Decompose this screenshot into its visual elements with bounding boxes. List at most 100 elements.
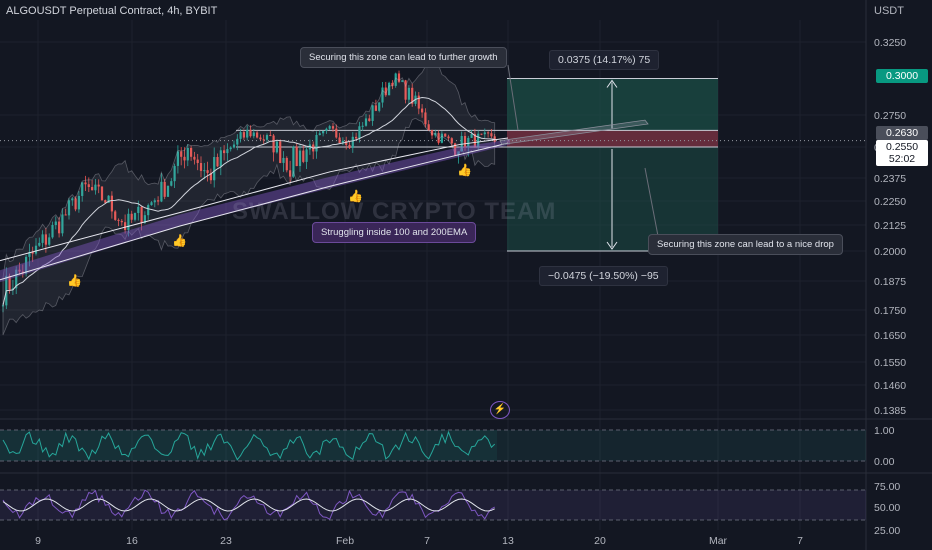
candle-body: [219, 150, 222, 167]
candle-body: [269, 135, 272, 137]
candle-body: [427, 124, 430, 131]
candle-body: [315, 134, 318, 152]
drop-annotation[interactable]: Securing this zone can lead to a nice dr…: [648, 234, 843, 255]
candle-body: [170, 181, 173, 186]
target-price-tag: 0.3000: [876, 69, 928, 83]
candle-body: [335, 128, 338, 138]
price-tick-label: 0.1875: [874, 276, 906, 288]
candle-body: [345, 140, 348, 145]
short-arrowhead: [606, 241, 618, 250]
candle-body: [209, 172, 212, 181]
candle-body: [196, 159, 199, 164]
candle-body: [107, 195, 110, 203]
candle-body: [25, 256, 28, 274]
price-tick-label: 0.1385: [874, 405, 906, 417]
candle-body: [183, 156, 186, 161]
candle-body: [421, 108, 424, 113]
candle-body: [163, 181, 166, 197]
candle-body: [239, 132, 242, 139]
candle-body: [110, 195, 113, 212]
short-position-stats[interactable]: −0.0475 (−19.50%) −95: [539, 266, 668, 286]
candle-body: [463, 136, 467, 148]
candle-body: [252, 132, 255, 137]
candle-body: [282, 157, 285, 163]
watermark: SWALLOW CRYPTO TEAM: [232, 198, 557, 225]
candle-body: [388, 82, 391, 96]
candle-body: [216, 157, 219, 167]
candle-body: [51, 225, 54, 238]
indicator1-tick-label: 1.00: [874, 425, 895, 437]
candle-body: [67, 200, 71, 216]
candle-body: [430, 130, 434, 136]
candle-body: [467, 137, 470, 148]
candle-body: [259, 137, 262, 140]
bollinger-basis: [2, 96, 495, 306]
time-tick-label: 13: [502, 535, 514, 547]
candle-body: [58, 221, 61, 234]
time-tick-label: 23: [220, 535, 232, 547]
candle-body: [325, 128, 328, 131]
candle-body: [242, 132, 245, 138]
candle-body: [180, 151, 183, 157]
time-tick-label: 7: [424, 535, 430, 547]
candles: [1, 70, 496, 313]
candle-body: [229, 147, 232, 150]
lightning-icon[interactable]: ⚡: [490, 401, 510, 419]
candle-body: [381, 87, 384, 103]
growth-pointer: [507, 64, 519, 131]
candle-body: [246, 129, 249, 138]
candle-body: [305, 149, 308, 162]
candle-body: [272, 135, 275, 153]
candle-body: [470, 133, 473, 138]
time-tick-label: 7: [797, 535, 803, 547]
candle-body: [150, 202, 153, 206]
candle-body: [74, 198, 77, 210]
candle-body: [483, 132, 486, 135]
ema-annotation[interactable]: Struggling inside 100 and 200EMA: [312, 222, 477, 243]
candle-body: [190, 147, 193, 157]
time-tick-label: 20: [594, 535, 606, 547]
candle-body: [120, 220, 123, 223]
candle-body: [338, 137, 341, 144]
thumbs-up-icon: 👍: [348, 189, 363, 203]
candle-body: [262, 139, 265, 141]
candle-body: [117, 219, 120, 221]
candle-body: [114, 211, 117, 220]
candle-body: [130, 213, 133, 220]
candle-body: [450, 138, 453, 144]
candle-body: [173, 165, 176, 182]
price-tick-label: 0.2375: [874, 173, 906, 185]
candle-body: [38, 242, 41, 246]
price-tick-label: 0.2750: [874, 110, 906, 122]
long-position-stats[interactable]: 0.0375 (14.17%) 75: [549, 50, 660, 70]
indicator1-zone: [497, 430, 866, 461]
candle-body: [417, 95, 420, 109]
candle-body: [322, 130, 325, 134]
thumbs-up-icon: 👍: [457, 163, 472, 177]
candle-body: [44, 234, 47, 245]
candle-body: [401, 80, 404, 82]
price-tick-label: 0.1750: [874, 305, 906, 317]
candle-body: [447, 136, 450, 139]
candle-body: [444, 133, 447, 137]
candle-body: [193, 156, 196, 160]
ema-200-line: [0, 142, 509, 281]
candle-body: [236, 138, 239, 145]
candle-body: [64, 214, 67, 216]
candle-body: [28, 252, 31, 257]
indicator2-tick-label: 50.00: [874, 502, 900, 514]
candle-body: [348, 144, 351, 148]
current-price-tag: 0.2550: [876, 140, 928, 154]
candle-body: [434, 133, 437, 136]
candle-body: [127, 213, 130, 230]
growth-annotation[interactable]: Securing this zone can lead to further g…: [300, 47, 507, 68]
price-tick-label: 0.1460: [874, 380, 906, 392]
candle-body: [203, 170, 206, 172]
candle-body: [298, 150, 302, 167]
candle-body: [226, 149, 229, 154]
candle-body: [48, 237, 51, 245]
candle-body: [77, 195, 80, 210]
time-tick-label: Feb: [336, 535, 354, 547]
candle-body: [454, 143, 457, 156]
